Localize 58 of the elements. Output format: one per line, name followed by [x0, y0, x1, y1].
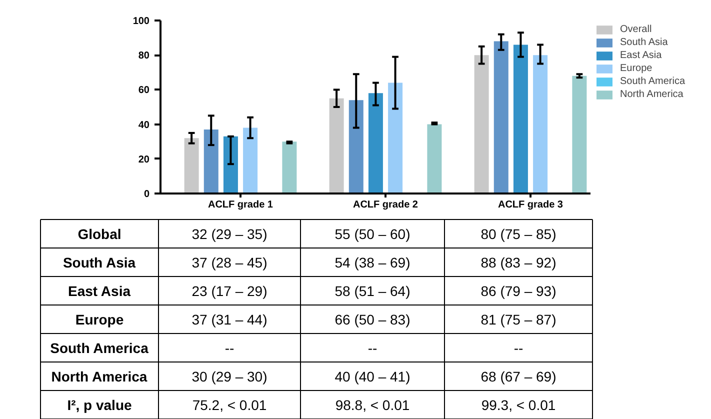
bar	[243, 128, 258, 194]
bar	[329, 98, 344, 194]
text: 58 (51 – 64)	[334, 282, 410, 299]
legend-label: South Asia	[620, 37, 668, 48]
text: 54 (38 – 69)	[334, 254, 410, 270]
text: 86 (79 – 93)	[480, 282, 556, 299]
category-label: East Asia	[68, 282, 130, 299]
bar	[388, 82, 403, 194]
bar	[348, 100, 364, 194]
text: 75.2, < 0.01	[192, 396, 267, 413]
y-tick-label: 80	[138, 50, 150, 62]
x-tick-label: ACLF grade 2	[352, 200, 418, 210]
text: 99.3, < 0.01	[481, 396, 556, 413]
text: 81 (75 – 87)	[480, 311, 556, 328]
x-tick-label: ACLF grade 3	[498, 200, 564, 210]
text: 66 (50 – 83)	[334, 311, 410, 328]
text: 37 (28 – 45)	[192, 254, 268, 270]
legend-label: Europe	[620, 63, 652, 74]
bar	[513, 44, 528, 194]
legend-label: South America	[620, 76, 686, 87]
x-tick-label: ACLF grade 1	[208, 200, 274, 210]
bar	[204, 129, 218, 194]
bar	[572, 76, 587, 194]
bar	[474, 55, 489, 194]
category-label: North America	[51, 368, 148, 384]
bar	[223, 136, 238, 194]
text: --	[224, 340, 234, 356]
bar	[368, 93, 383, 194]
text: 88 (83 – 92)	[480, 254, 556, 270]
bar	[427, 124, 442, 194]
category-label: South America	[50, 340, 148, 356]
y-tick-label: 0	[144, 189, 150, 200]
text: 40 (40 – 41)	[334, 368, 410, 384]
text: 98.8, < 0.01	[335, 396, 410, 413]
text: 23 (17 – 29)	[192, 282, 268, 299]
category-label: Global	[78, 226, 122, 242]
category-label: I², p value	[67, 396, 132, 413]
y-tick-label: 20	[138, 154, 150, 166]
text: 37 (31 – 44)	[192, 311, 268, 328]
legend-label: North America	[620, 89, 684, 100]
text: 55 (50 – 60)	[334, 226, 410, 242]
category-label: Europe	[75, 311, 124, 328]
category-label: South Asia	[62, 254, 136, 270]
bar	[494, 41, 508, 194]
text: 80 (75 – 85)	[480, 226, 556, 242]
y-tick-label: 60	[138, 85, 150, 96]
text: 68 (67 – 69)	[480, 368, 556, 384]
y-tick-label: 100	[132, 16, 150, 27]
legend-label: Overall	[620, 24, 652, 35]
y-tick-label: 40	[138, 120, 150, 131]
text: --	[368, 340, 378, 356]
legend-label: East Asia	[620, 50, 662, 61]
text: --	[514, 340, 524, 356]
bar	[533, 55, 548, 194]
bar	[282, 142, 297, 194]
text: 30 (29 – 30)	[192, 368, 268, 384]
bar	[184, 138, 199, 194]
text: 32 (29 – 35)	[192, 226, 268, 242]
